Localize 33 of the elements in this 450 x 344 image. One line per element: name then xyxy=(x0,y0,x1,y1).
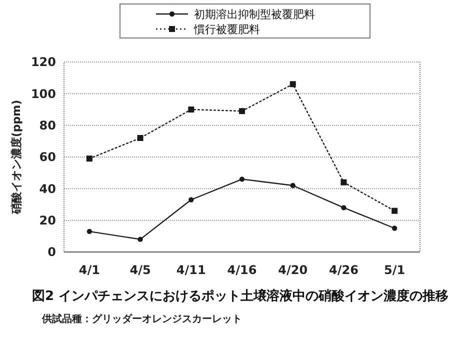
point xyxy=(86,156,92,162)
point xyxy=(137,135,144,141)
text: 図2 インパチェンスにおけるポット土壌溶液中の硝酸イオン濃度の推移 xyxy=(32,288,449,304)
point xyxy=(290,81,296,88)
x-tick-label: 4/5 xyxy=(130,263,151,277)
y-tick-label: 40 xyxy=(39,182,56,196)
y-tick-label: 100 xyxy=(30,86,56,101)
x-tick-label: 5/1 xyxy=(384,263,406,277)
x-tick-label: 4/11 xyxy=(176,263,206,277)
point xyxy=(392,208,398,214)
point xyxy=(188,197,194,202)
point xyxy=(239,176,245,182)
y-tick-label: 20 xyxy=(39,214,56,228)
point xyxy=(86,228,92,234)
text: 供試品種：グリッダーオレンジスカーレット xyxy=(41,313,242,325)
y-axis-title: 硝酸イオン濃度(ppm) xyxy=(10,100,23,216)
point xyxy=(188,106,194,112)
legend-label: 初期溶出抑制型被覆肥料 xyxy=(194,8,315,21)
x-tick-label: 4/26 xyxy=(328,263,358,277)
y-tick-label: 60 xyxy=(39,150,56,164)
point xyxy=(392,226,398,231)
legend-label: 慣行被覆肥料 xyxy=(193,22,260,36)
point xyxy=(341,205,346,210)
point xyxy=(239,108,245,114)
point xyxy=(138,236,143,242)
x-tick-label: 4/16 xyxy=(227,263,257,277)
x-tick-label: 4/20 xyxy=(278,263,308,277)
y-tick-label: 80 xyxy=(39,118,56,133)
y-tick-label: 120 xyxy=(30,55,56,70)
y-tick-label: 0 xyxy=(48,245,56,260)
x-tick-label: 4/1 xyxy=(78,263,100,277)
point xyxy=(340,179,347,186)
point xyxy=(290,182,296,188)
